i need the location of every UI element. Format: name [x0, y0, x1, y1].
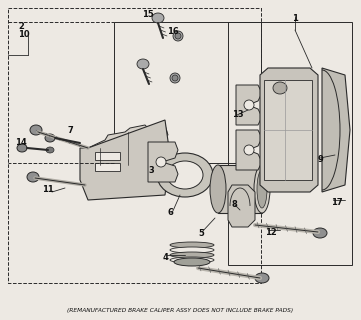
- Ellipse shape: [244, 100, 254, 110]
- Ellipse shape: [255, 273, 269, 283]
- Bar: [102, 150, 122, 156]
- Bar: [8, 8, 261, 283]
- Text: 13: 13: [232, 110, 244, 119]
- Text: 14: 14: [15, 138, 27, 147]
- Ellipse shape: [30, 125, 42, 135]
- Ellipse shape: [157, 153, 213, 197]
- Ellipse shape: [170, 242, 214, 248]
- Polygon shape: [322, 68, 350, 192]
- Ellipse shape: [175, 33, 181, 39]
- Polygon shape: [260, 68, 318, 192]
- Polygon shape: [80, 120, 170, 200]
- Text: 17: 17: [331, 198, 343, 207]
- Text: 3: 3: [148, 166, 154, 175]
- Bar: [228, 22, 352, 265]
- Text: 7: 7: [68, 126, 74, 135]
- Ellipse shape: [174, 258, 210, 266]
- Bar: [114, 22, 261, 163]
- Text: 1: 1: [292, 14, 298, 23]
- Text: 6: 6: [168, 208, 174, 217]
- Text: 2: 2: [18, 22, 24, 31]
- Polygon shape: [236, 130, 262, 170]
- Text: 8: 8: [231, 200, 237, 209]
- Ellipse shape: [170, 73, 180, 83]
- Text: (REMANUFACTURED BRAKE CALIPER ASSY DOES NOT INCLUDE BRAKE PADS): (REMANUFACTURED BRAKE CALIPER ASSY DOES …: [68, 308, 293, 313]
- Ellipse shape: [254, 165, 270, 213]
- Text: 4: 4: [163, 253, 169, 262]
- Polygon shape: [228, 185, 255, 227]
- Text: 16: 16: [167, 27, 179, 36]
- Ellipse shape: [17, 144, 27, 152]
- Ellipse shape: [170, 257, 214, 263]
- Ellipse shape: [313, 228, 327, 238]
- Text: 12: 12: [265, 228, 277, 237]
- Ellipse shape: [45, 134, 55, 142]
- Text: 15: 15: [142, 10, 154, 19]
- Ellipse shape: [156, 157, 166, 167]
- Ellipse shape: [170, 252, 214, 258]
- Ellipse shape: [257, 170, 267, 208]
- Bar: [95, 163, 120, 171]
- Bar: [95, 152, 120, 160]
- Text: 5: 5: [198, 229, 204, 238]
- Ellipse shape: [152, 13, 164, 23]
- Polygon shape: [236, 85, 262, 125]
- Ellipse shape: [137, 59, 149, 69]
- Ellipse shape: [273, 82, 287, 94]
- Bar: [218, 165, 262, 213]
- Text: 10: 10: [18, 30, 30, 39]
- Ellipse shape: [210, 165, 226, 213]
- Ellipse shape: [27, 172, 39, 182]
- Text: 9: 9: [318, 155, 324, 164]
- Text: 11: 11: [42, 185, 54, 194]
- Bar: [102, 158, 122, 164]
- Polygon shape: [88, 125, 168, 168]
- Polygon shape: [148, 142, 178, 182]
- Ellipse shape: [173, 31, 183, 41]
- Bar: [264, 80, 312, 180]
- Ellipse shape: [167, 161, 203, 189]
- Ellipse shape: [172, 75, 178, 81]
- Ellipse shape: [46, 147, 54, 153]
- Ellipse shape: [170, 247, 214, 253]
- Ellipse shape: [244, 145, 254, 155]
